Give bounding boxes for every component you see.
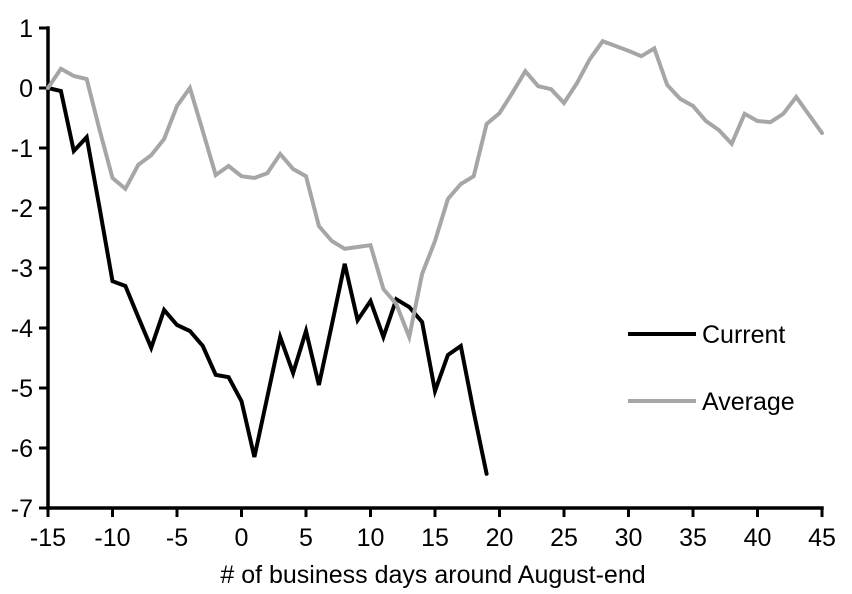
y-tick-label: 0 [19,75,33,103]
x-tick-label: -5 [166,524,188,552]
series-lines [46,38,824,476]
y-tick-label: -6 [11,435,33,463]
y-tick-label: -4 [11,315,33,343]
legend: Current Average [628,321,795,416]
x-tick-label: 15 [421,524,449,552]
x-tick-label: 30 [615,524,643,552]
x-tick-label: 5 [299,524,313,552]
y-axis-ticks: 1 0 -1 -2 -3 -4 -5 -6 -7 [11,15,48,523]
x-axis-title: # of business days around August-end [220,561,645,589]
legend-item-current: Current [628,321,785,349]
x-tick-label: 20 [486,524,514,552]
y-tick-label: -5 [11,375,33,403]
y-tick-label: -7 [11,495,33,523]
axes [46,26,824,510]
x-tick-label: 10 [357,524,385,552]
x-tick-label: 40 [744,524,772,552]
average-series-line [46,38,824,345]
y-tick-label: -2 [11,195,33,223]
x-tick-label: 0 [235,524,249,552]
legend-item-average: Average [628,388,795,416]
x-tick-label: -15 [30,524,66,552]
x-tick-label: 35 [679,524,707,552]
x-tick-label: 25 [550,524,578,552]
legend-label-current: Current [702,321,785,349]
y-tick-label: -1 [11,135,33,163]
x-tick-label: 45 [808,524,836,552]
y-tick-label: -3 [11,255,33,283]
x-axis-ticks: -15 -10 -5 0 5 10 15 20 25 30 35 40 45 [30,508,836,552]
y-tick-label: 1 [19,15,33,43]
legend-label-average: Average [702,388,795,416]
x-tick-label: -10 [94,524,130,552]
